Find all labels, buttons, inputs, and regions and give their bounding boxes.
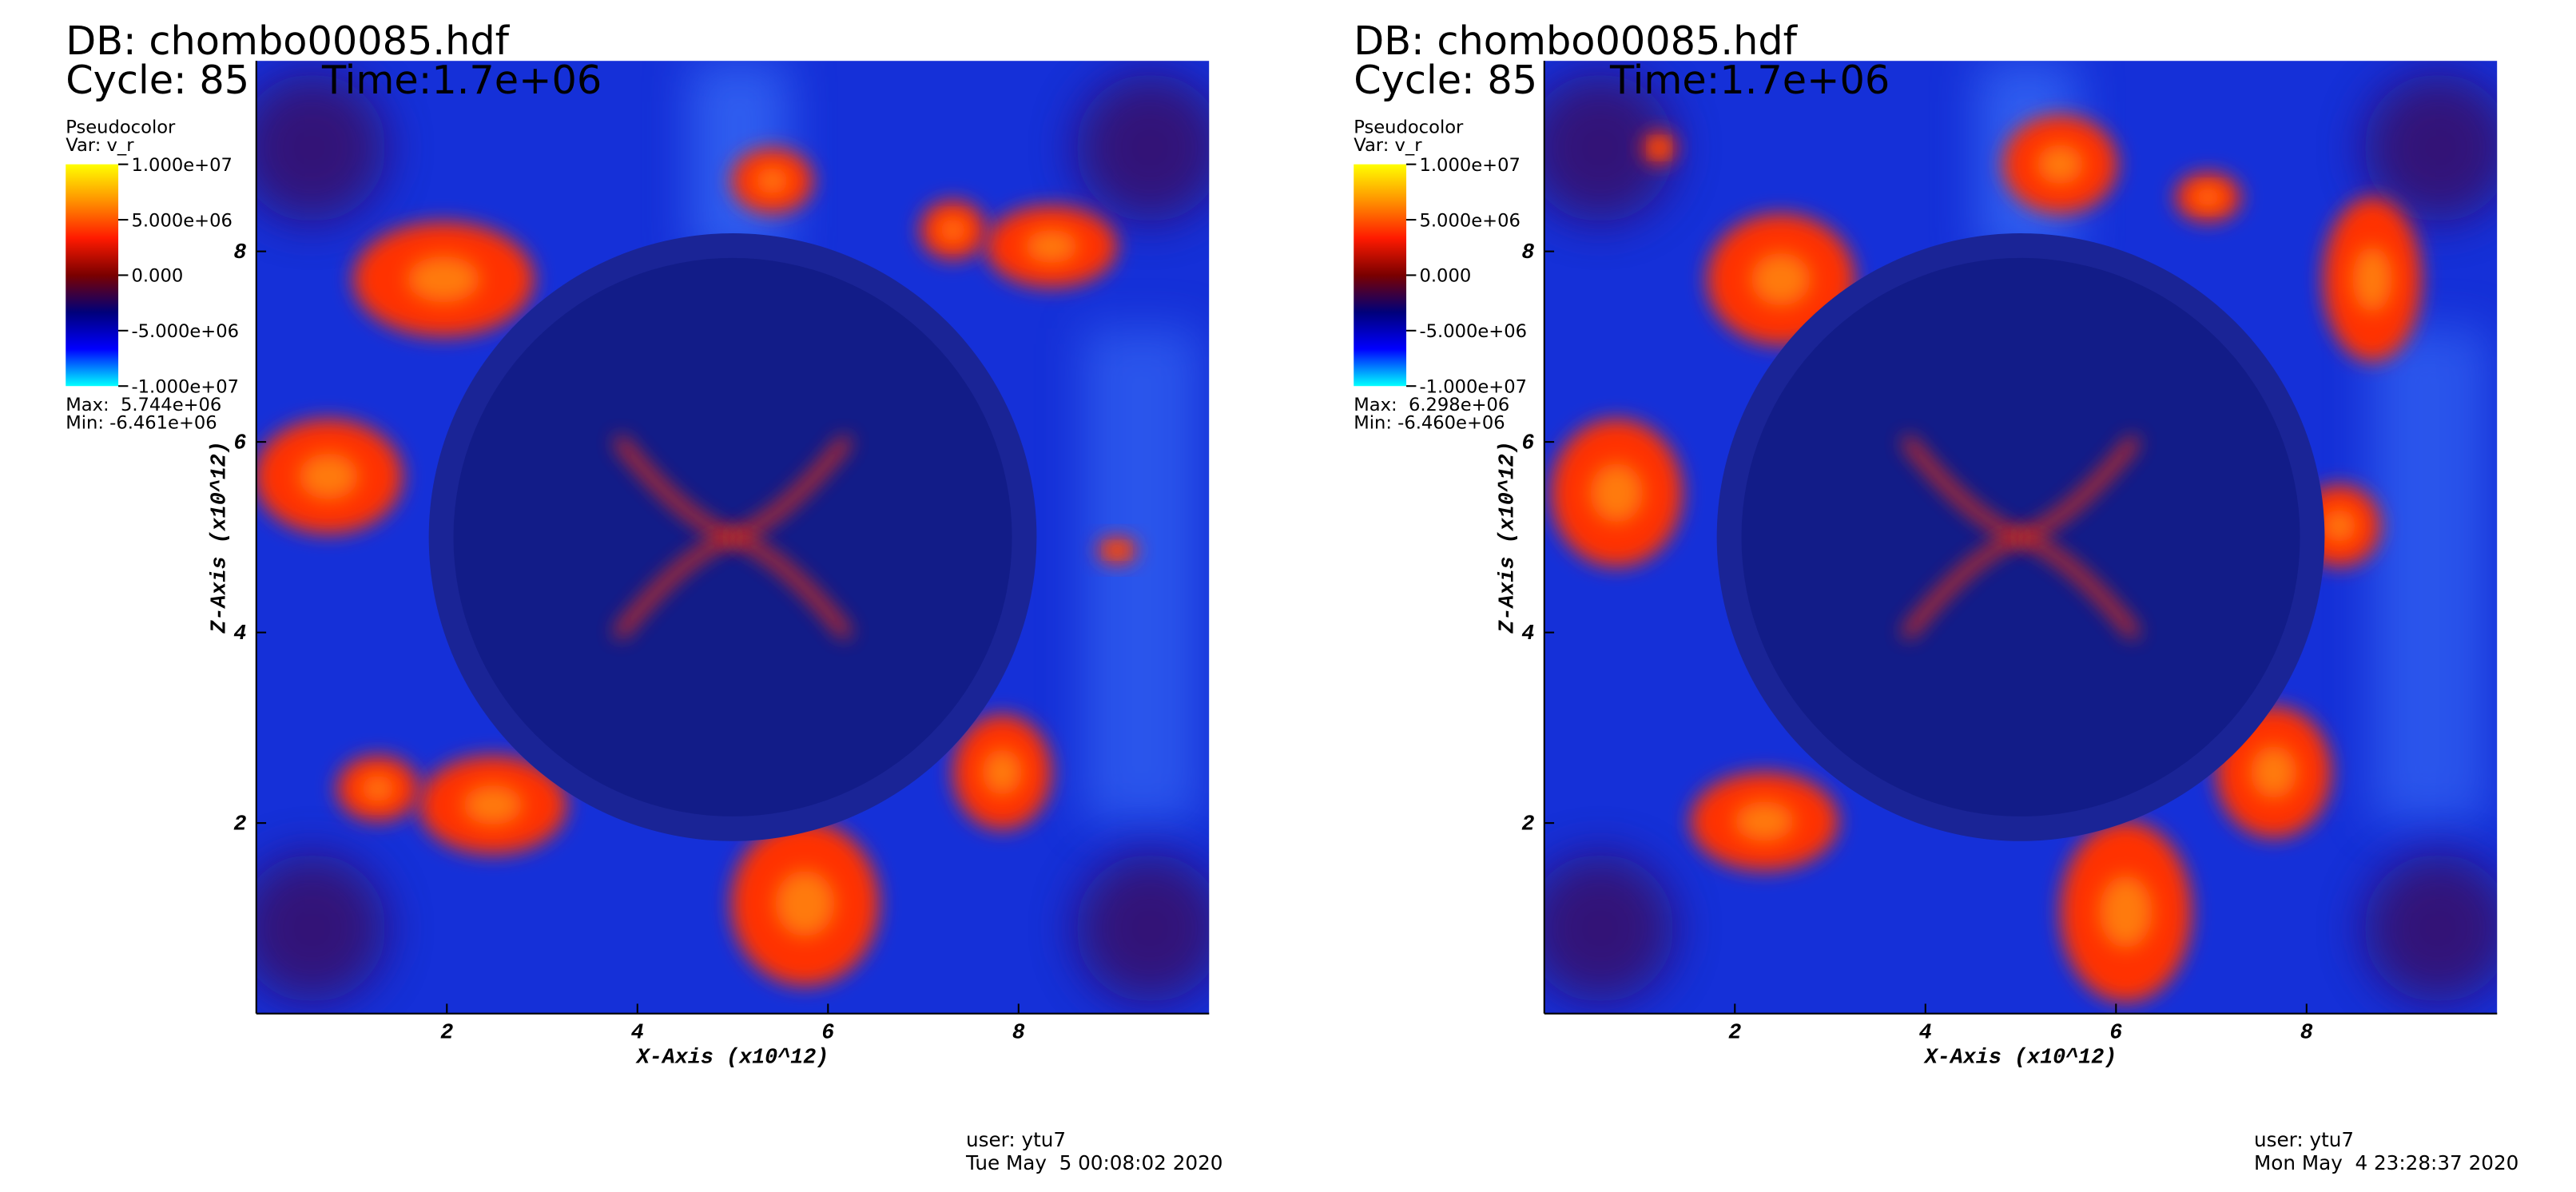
field-blob-core xyxy=(2323,509,2356,542)
field-blob-core xyxy=(755,167,789,194)
user-label: user: ytu7 xyxy=(966,1128,1066,1151)
field-blob-core xyxy=(361,775,395,802)
jet xyxy=(2018,435,2141,543)
field-blob-core xyxy=(2250,745,2297,799)
y-tick-label: 8 xyxy=(1521,241,1534,265)
colorbar-tick-label: -5.000e+06 xyxy=(1419,321,1527,342)
max-label: Max: 6.298e+06 xyxy=(1354,395,1509,415)
field-streak xyxy=(1084,328,1199,822)
jet xyxy=(613,531,735,640)
date-label: Mon May 4 23:28:37 2020 xyxy=(2254,1151,2518,1174)
legend-variable: Var: v_r xyxy=(1354,135,1422,156)
legend-title: Pseudocolor xyxy=(1354,117,1464,138)
legend-title: Pseudocolor xyxy=(66,117,176,138)
x-tick-label: 6 xyxy=(2109,1022,2122,1046)
field-blob-core xyxy=(775,870,835,937)
y-tick-label: 2 xyxy=(233,813,246,836)
x-axis-label: X-Axis (x10^12) xyxy=(1923,1046,2117,1070)
y-axis-label: Z-Axis (x10^12) xyxy=(209,441,233,634)
colorbar-tick-label: 1.000e+07 xyxy=(1419,155,1520,176)
corner-region xyxy=(2363,854,2498,1003)
field-streak xyxy=(2372,328,2487,822)
min-label: Min: -6.461e+06 xyxy=(66,413,217,434)
corner-region xyxy=(1544,854,1675,1003)
colorbar xyxy=(66,164,119,387)
colorbar-tick-label: 0.000 xyxy=(1419,266,1471,287)
field-blob-core xyxy=(2099,875,2153,948)
x-tick-label: 4 xyxy=(631,1022,644,1046)
field-blob-core xyxy=(940,218,966,242)
x-axis-label: X-Axis (x10^12) xyxy=(635,1046,829,1070)
field xyxy=(256,61,1210,1014)
corner-region xyxy=(2363,74,2498,222)
field-blob-core xyxy=(1025,229,1078,264)
time-label: Time:1.7e+06 xyxy=(1609,57,1890,103)
x-tick-label: 2 xyxy=(440,1022,453,1046)
colorbar-tick-label: 1.000e+07 xyxy=(131,155,232,176)
field-blob-core xyxy=(1735,801,1795,841)
x-tick-label: 2 xyxy=(1728,1022,1741,1046)
jet xyxy=(1901,531,2023,640)
field-blob-core xyxy=(407,256,480,303)
field-blob-core xyxy=(299,453,359,500)
y-tick-label: 4 xyxy=(233,622,246,646)
cycle-label: Cycle: 85 xyxy=(66,57,249,103)
jet xyxy=(1901,435,2023,543)
field-blob-core xyxy=(2037,144,2084,185)
corner-region xyxy=(256,74,387,222)
field-blob-core xyxy=(1751,252,1811,306)
colorbar-tick-label: 5.000e+06 xyxy=(131,210,232,231)
time-label: Time:1.7e+06 xyxy=(321,57,602,103)
colorbar xyxy=(1354,164,1407,387)
colorbar-tick-label: 5.000e+06 xyxy=(1419,210,1520,231)
field-blob-core xyxy=(2194,187,2221,208)
y-tick-label: 2 xyxy=(1521,813,1534,836)
date-label: Tue May 5 00:08:02 2020 xyxy=(965,1151,1222,1174)
y-tick-label: 4 xyxy=(1521,622,1534,646)
y-axis-label: Z-Axis (x10^12) xyxy=(1497,441,1521,634)
database-label: DB: chombo00085.hdf xyxy=(1354,18,1798,64)
colorbar-tick-label: -5.000e+06 xyxy=(131,321,239,342)
corner-region xyxy=(256,854,387,1003)
corner-region xyxy=(1544,74,1675,222)
field-blob-core xyxy=(1590,463,1644,522)
field xyxy=(1544,61,2498,1014)
cycle-label: Cycle: 85 xyxy=(1354,57,1537,103)
jet xyxy=(2018,531,2141,640)
colorbar-tick-label: -1.000e+07 xyxy=(1419,376,1527,397)
field-blob-core xyxy=(2352,246,2392,312)
colorbar-tick-label: 0.000 xyxy=(131,266,183,287)
corner-region xyxy=(1075,854,1210,1003)
colorbar-tick-label: -1.000e+07 xyxy=(131,376,239,397)
jet xyxy=(730,531,853,640)
y-tick-label: 8 xyxy=(233,241,246,265)
jet xyxy=(613,435,735,543)
x-tick-label: 6 xyxy=(821,1022,834,1046)
min-label: Min: -6.460e+06 xyxy=(1354,413,1505,434)
database-label: DB: chombo00085.hdf xyxy=(66,18,510,64)
user-label: user: ytu7 xyxy=(2254,1128,2354,1151)
field-blob-core xyxy=(1652,141,1666,155)
legend-variable: Var: v_r xyxy=(66,135,134,156)
x-tick-label: 4 xyxy=(1919,1022,1932,1046)
field-blob-core xyxy=(463,785,523,825)
y-tick-label: 6 xyxy=(1521,431,1534,455)
field-blob-core xyxy=(982,749,1022,796)
field-blob-core xyxy=(1109,545,1126,556)
x-tick-label: 8 xyxy=(2300,1022,2313,1046)
y-tick-label: 6 xyxy=(233,431,246,455)
x-tick-label: 8 xyxy=(1012,1022,1025,1046)
jet xyxy=(730,435,853,543)
corner-region xyxy=(1075,74,1210,222)
max-label: Max: 5.744e+06 xyxy=(66,395,221,415)
